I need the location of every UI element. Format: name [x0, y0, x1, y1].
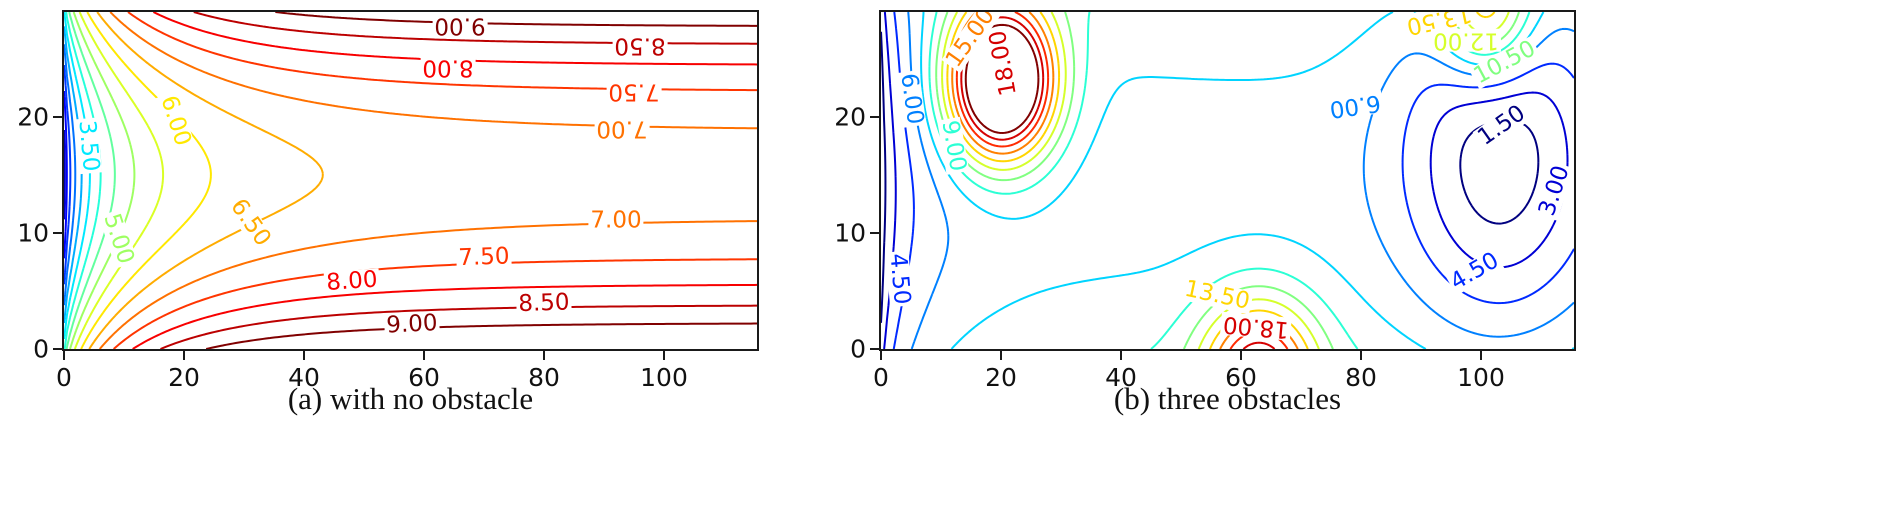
contour-label-layer-a: 9.00 8.50 8.00 7.50 7.00 6.00 6.50 7.00 7.50 8.00… [64, 12, 757, 349]
contour-label: 8.50 [612, 32, 668, 59]
y-tick [870, 348, 879, 350]
contour-label: 3.50 [73, 117, 104, 175]
x-tick-label: 80 [528, 363, 560, 392]
contour-label: 8.00 [323, 266, 381, 296]
y-tick [870, 115, 879, 118]
contour-label: 7.00 [588, 207, 644, 234]
x-tick [303, 351, 305, 360]
y-tick [53, 348, 62, 350]
contour-label-layer-b: 15.00 18.00 13.50 12.00 10.50 6.00 1.50 3.00 4.5… [881, 12, 1574, 349]
x-tick-label: 100 [1457, 363, 1505, 392]
contour-label: 7.50 [455, 243, 513, 272]
contour-label: 6.50 [224, 194, 276, 253]
contour-label: 18.00 [984, 26, 1022, 100]
y-tick-label: 20 [834, 102, 866, 132]
x-tick [1120, 351, 1122, 360]
y-tick-label: 20 [17, 102, 49, 132]
x-tick [63, 351, 65, 360]
y-tick [53, 115, 62, 118]
x-tick [1360, 351, 1362, 360]
contour-label: 6.00 [895, 70, 929, 129]
contour-label: 8.00 [420, 54, 476, 81]
x-tick-label: 40 [1105, 363, 1137, 392]
contour-label: 18.00 [1220, 310, 1292, 343]
x-tick-label: 60 [1225, 363, 1257, 392]
contour-figure-three-obstacles: 15.00 18.00 13.50 12.00 10.50 6.00 1.50 3.00 4.5… [834, 10, 1576, 417]
contour-canvas-a [64, 12, 757, 349]
x-tick-label: 0 [873, 363, 889, 392]
x-tick [663, 351, 665, 360]
x-tick [543, 351, 545, 360]
x-tick [423, 351, 425, 360]
contour-label: 4.50 [1445, 247, 1505, 297]
contour-label: 3.00 [1533, 161, 1574, 221]
contour-label: 5.00 [98, 208, 139, 269]
contour-label: 9.00 [432, 12, 488, 39]
x-tick-label: 60 [408, 363, 440, 392]
contour-label: 7.50 [606, 78, 662, 105]
contour-label: 6.00 [155, 91, 196, 152]
contour-label: 13.50 [1180, 275, 1254, 315]
figure-row: 9.00 8.50 8.00 7.50 7.00 6.00 6.50 7.00 7.50 8.00… [17, 10, 1576, 417]
contour-label: 7.00 [594, 115, 650, 142]
contour-label: 9.00 [383, 309, 441, 339]
contour-label: 12.00 [1431, 27, 1501, 54]
contour-label: 4.50 [884, 250, 915, 308]
y-tick-label: 10 [17, 218, 49, 248]
contour-label: 8.50 [515, 289, 573, 317]
y-tick [870, 231, 879, 234]
contour-figure-no-obstacle: 9.00 8.50 8.00 7.50 7.00 6.00 6.50 7.00 7.50 8.00… [17, 10, 759, 417]
x-tick-label: 100 [640, 363, 688, 392]
caption-a: (a) with no obstacle [287, 381, 534, 416]
x-tick-label: 0 [56, 363, 72, 392]
x-tick-label: 20 [168, 363, 200, 392]
x-tick [1240, 351, 1242, 360]
contour-label: 6.00 [1326, 89, 1384, 123]
y-tick [53, 231, 62, 234]
x-tick [880, 351, 882, 360]
x-tick-label: 40 [288, 363, 320, 392]
x-tick [183, 351, 185, 360]
x-tick-label: 80 [1345, 363, 1377, 392]
plot-frame-b: 15.00 18.00 13.50 12.00 10.50 6.00 1.50 3.00 4.5… [834, 10, 1576, 392]
contour-label: 9.00 [936, 116, 971, 175]
x-tick [1000, 351, 1002, 360]
y-tick-label: 10 [834, 218, 866, 248]
y-tick-label: 0 [33, 334, 49, 364]
x-tick [1480, 351, 1482, 360]
x-tick-label: 20 [985, 363, 1017, 392]
plot-frame-a: 9.00 8.50 8.00 7.50 7.00 6.00 6.50 7.00 7.50 8.00… [17, 10, 759, 392]
y-tick-label: 0 [850, 334, 866, 364]
caption-b: (b) three obstacles [1113, 381, 1342, 416]
contour-label: 1.50 [1472, 99, 1532, 152]
